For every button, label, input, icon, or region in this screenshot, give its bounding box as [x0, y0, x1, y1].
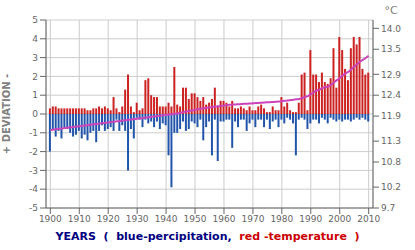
svg-text:1930: 1930	[126, 214, 149, 224]
svg-text:1: 1	[32, 90, 38, 100]
svg-text:1900: 1900	[39, 214, 62, 224]
svg-text:2: 2	[32, 72, 38, 82]
svg-text:1980: 1980	[270, 214, 293, 224]
svg-text:-1: -1	[29, 128, 38, 138]
svg-text:°C: °C	[384, 4, 398, 17]
svg-text:-3: -3	[29, 166, 38, 176]
svg-text:1910: 1910	[68, 214, 91, 224]
svg-text:9.7: 9.7	[381, 203, 395, 213]
svg-text:5: 5	[32, 15, 38, 25]
svg-text:10.8: 10.8	[381, 157, 401, 167]
svg-text:1920: 1920	[97, 214, 120, 224]
svg-text:11.9: 11.9	[381, 111, 401, 121]
svg-text:11.3: 11.3	[381, 136, 401, 146]
html-text:YEARS ( blue-percipitation, re: YEARS ( blue-percipitation, red -tempera…	[55, 230, 360, 243]
svg-text:-5: -5	[29, 203, 38, 213]
svg-text:1970: 1970	[241, 214, 264, 224]
svg-text:-4: -4	[29, 184, 38, 194]
svg-text:12.9: 12.9	[381, 70, 401, 80]
svg-text:-2: -2	[29, 147, 38, 157]
svg-text:1990: 1990	[299, 214, 322, 224]
svg-text:13.5: 13.5	[381, 44, 401, 54]
svg-text:1960: 1960	[213, 214, 236, 224]
svg-text:3: 3	[32, 53, 38, 63]
svg-text:+ DEVIATION -: + DEVIATION -	[1, 74, 12, 154]
svg-text:1940: 1940	[155, 214, 178, 224]
svg-text:4: 4	[32, 34, 38, 44]
svg-text:2010: 2010	[357, 214, 380, 224]
svg-text:14.0: 14.0	[381, 24, 401, 34]
svg-text:2000: 2000	[328, 214, 351, 224]
svg-text:1950: 1950	[184, 214, 207, 224]
svg-text:0: 0	[32, 109, 38, 119]
svg-text:12.4: 12.4	[381, 90, 401, 100]
svg-text:10.2: 10.2	[381, 182, 401, 192]
